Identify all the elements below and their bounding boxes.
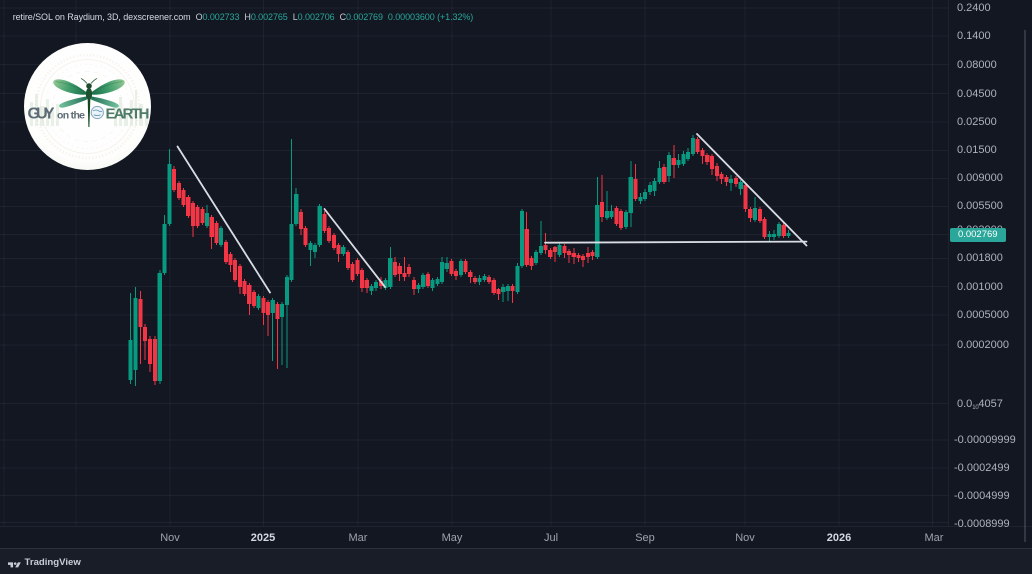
- svg-text:GUY: GUY: [28, 106, 55, 123]
- svg-text:EARTH: EARTH: [106, 106, 150, 123]
- svg-text:on the: on the: [57, 110, 85, 122]
